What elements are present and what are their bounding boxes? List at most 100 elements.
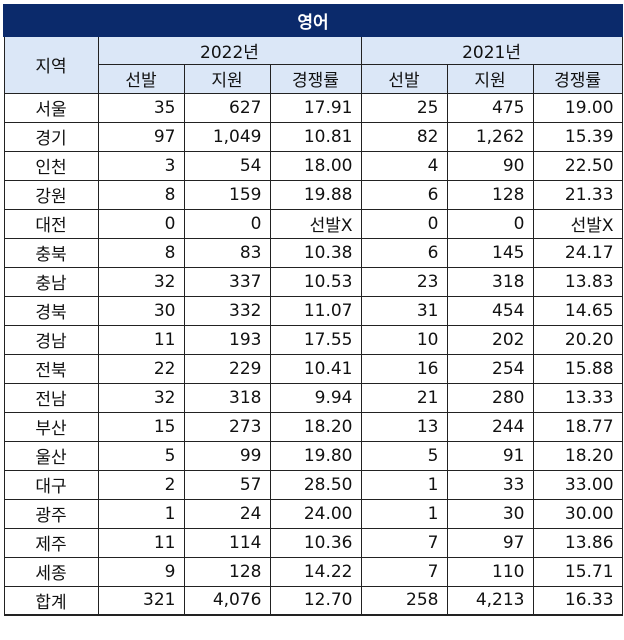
ratio-cell-2021: 24.17 [532, 237, 623, 268]
region-cell: 충북 [3, 237, 99, 268]
applicants-cell-2022: 0 [183, 208, 271, 239]
region-cell: 강원 [3, 179, 99, 210]
table-row: 대구 2 57 28.50 1 33 33.00 [3, 469, 623, 500]
ratio-cell-2021: 30.00 [532, 498, 623, 529]
table-row: 세종 9 128 14.22 7 110 15.71 [3, 556, 623, 587]
applicants-cell-2022: 83 [183, 237, 271, 268]
region-cell: 전북 [3, 353, 99, 384]
region-cell: 서울 [3, 92, 99, 123]
table-row: 경기 97 1,049 10.81 82 1,262 15.39 [3, 121, 623, 152]
ratio-cell-2022: 28.50 [269, 469, 362, 500]
selected-cell-2021: 6 [360, 237, 448, 268]
year-2021-header: 2021년 [360, 35, 623, 65]
applicants-cell-2021: 90 [446, 150, 534, 181]
applicants-cell-2022: 273 [183, 411, 271, 442]
ratio-cell-2021: 19.00 [532, 92, 623, 123]
applicants-cell-2022: 114 [183, 527, 271, 558]
applicants-cell-2021: 244 [446, 411, 534, 442]
table-row: 경남 11 193 17.55 10 202 20.20 [3, 324, 623, 355]
table-row: 전북 22 229 10.41 16 254 15.88 [3, 353, 623, 384]
ratio-cell-2021: 16.33 [532, 585, 623, 616]
table-row: 부산 15 273 18.20 13 244 18.77 [3, 411, 623, 442]
ratio-cell-2021: 14.65 [532, 295, 623, 326]
region-header: 지역 [3, 35, 99, 94]
selected-cell-2021: 31 [360, 295, 448, 326]
ratio-cell-2022: 선발X [269, 208, 362, 239]
selected-cell-2022: 15 [97, 411, 185, 442]
applicants-cell-2022: 54 [183, 150, 271, 181]
region-cell: 광주 [3, 498, 99, 529]
total-row: 합계 321 4,076 12.70 258 4,213 16.33 [3, 585, 623, 616]
applicants-cell-2021: 30 [446, 498, 534, 529]
table-row: 대전 0 0 선발X 0 0 선발X [3, 208, 623, 239]
english-competition-table: 영어 지역 2022년 2021년 선발 지원 경쟁률 선발 지원 경쟁률 서울… [2, 4, 624, 616]
applicants-cell-2022: 99 [183, 440, 271, 471]
data-table-container: 영어 지역 2022년 2021년 선발 지원 경쟁률 선발 지원 경쟁률 서울… [2, 4, 624, 616]
applicants-cell-2021: 202 [446, 324, 534, 355]
ratio-cell-2022: 17.55 [269, 324, 362, 355]
table-row: 전남 32 318 9.94 21 280 13.33 [3, 382, 623, 413]
region-cell: 경남 [3, 324, 99, 355]
selected-cell-2022: 30 [97, 295, 185, 326]
ratio-cell-2021: 18.77 [532, 411, 623, 442]
selected-cell-2022: 97 [97, 121, 185, 152]
applicants-cell-2021: 475 [446, 92, 534, 123]
table-row: 강원 8 159 19.88 6 128 21.33 [3, 179, 623, 210]
ratio-cell-2021: 선발X [532, 208, 623, 239]
year-2022-header: 2022년 [97, 35, 362, 65]
selected-cell-2022: 32 [97, 382, 185, 413]
region-cell: 대구 [3, 469, 99, 500]
selected-cell-2022: 11 [97, 527, 185, 558]
ratio-cell-2021: 22.50 [532, 150, 623, 181]
ratio-cell-2022: 11.07 [269, 295, 362, 326]
selected-cell-2022: 3 [97, 150, 185, 181]
applicants-cell-2022: 193 [183, 324, 271, 355]
selected-cell-2022: 8 [97, 237, 185, 268]
selected-cell-2022: 22 [97, 353, 185, 384]
ratio-cell-2021: 20.20 [532, 324, 623, 355]
applicants-cell-2022: 24 [183, 498, 271, 529]
selected-cell-2021: 25 [360, 92, 448, 123]
table-body: 서울 35 627 17.91 25 475 19.00 경기 97 1,049 10.81 82 1,… [3, 92, 623, 616]
ratio-cell-2021: 33.00 [532, 469, 623, 500]
applicants-cell-2021: 454 [446, 295, 534, 326]
ratio-cell-2022: 10.38 [269, 237, 362, 268]
selected-cell-2022: 321 [97, 585, 185, 616]
applicants-cell-2022: 229 [183, 353, 271, 384]
region-cell: 충남 [3, 266, 99, 297]
applicants-cell-2022: 627 [183, 92, 271, 123]
region-cell: 경기 [3, 121, 99, 152]
ratio-cell-2022: 10.36 [269, 527, 362, 558]
ratio-cell-2021: 13.33 [532, 382, 623, 413]
selected-cell-2021: 258 [360, 585, 448, 616]
ratio-cell-2022: 19.88 [269, 179, 362, 210]
applicants-cell-2022: 4,076 [183, 585, 271, 616]
selected-cell-2021: 7 [360, 527, 448, 558]
applicants-cell-2021: 128 [446, 179, 534, 210]
ratio-cell-2021: 13.86 [532, 527, 623, 558]
selected-cell-2021: 21 [360, 382, 448, 413]
applicants-cell-2021: 1,262 [446, 121, 534, 152]
table-row: 인천 3 54 18.00 4 90 22.50 [3, 150, 623, 181]
table-row: 광주 1 24 24.00 1 30 30.00 [3, 498, 623, 529]
selected-cell-2021: 6 [360, 179, 448, 210]
col-ratio-2021: 경쟁률 [532, 64, 623, 94]
applicants-cell-2021: 145 [446, 237, 534, 268]
ratio-cell-2022: 24.00 [269, 498, 362, 529]
selected-cell-2022: 11 [97, 324, 185, 355]
applicants-cell-2022: 128 [183, 556, 271, 587]
applicants-cell-2021: 110 [446, 556, 534, 587]
col-applicants-2021: 지원 [446, 64, 534, 94]
table-row: 충남 32 337 10.53 23 318 13.83 [3, 266, 623, 297]
region-cell: 대전 [3, 208, 99, 239]
applicants-cell-2021: 4,213 [446, 585, 534, 616]
table-row: 제주 11 114 10.36 7 97 13.86 [3, 527, 623, 558]
selected-cell-2022: 2 [97, 469, 185, 500]
selected-cell-2021: 82 [360, 121, 448, 152]
applicants-cell-2021: 97 [446, 527, 534, 558]
selected-cell-2022: 8 [97, 179, 185, 210]
ratio-cell-2022: 18.20 [269, 411, 362, 442]
col-selected-2022: 선발 [97, 64, 185, 94]
region-cell: 울산 [3, 440, 99, 471]
applicants-cell-2022: 337 [183, 266, 271, 297]
